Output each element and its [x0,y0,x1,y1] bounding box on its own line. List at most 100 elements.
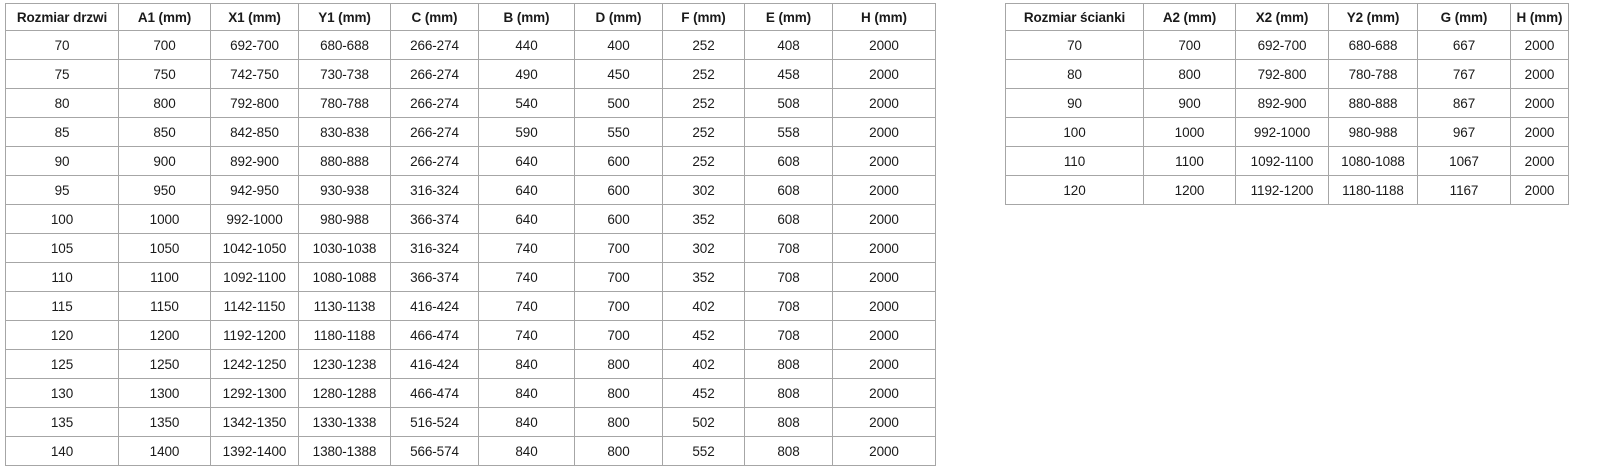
doors-table-cell: 740 [478,291,575,321]
doors-table-cell: 366-374 [390,262,479,292]
doors-table-cell: 302 [662,175,745,205]
doors-table-cell: 450 [574,59,663,89]
doors-table-cell: 1092-1100 [210,262,299,292]
wall-table-cell: 2000 [1510,59,1569,89]
doors-column-header: B (mm) [478,3,575,31]
wall-table-cell: 120 [1005,175,1144,205]
doors-table-cell: 840 [478,349,575,379]
doors-table-cell: 800 [574,407,663,437]
doors-table-cell: 1030-1038 [298,233,391,263]
doors-table-cell: 1400 [118,436,211,466]
wall-column-header: G (mm) [1417,3,1511,31]
doors-table-cell: 452 [662,320,745,350]
doors-table-cell: 2000 [832,262,936,292]
doors-table-cell: 110 [5,262,119,292]
doors-table-cell: 742-750 [210,59,299,89]
doors-table-cell: 1080-1088 [298,262,391,292]
doors-table-cell: 252 [662,59,745,89]
wall-table-cell: 1100 [1143,146,1236,176]
doors-table-cell: 1242-1250 [210,349,299,379]
doors-table-cell: 75 [5,59,119,89]
doors-table-cell: 105 [5,233,119,263]
doors-table-cell: 550 [574,117,663,147]
doors-table-cell: 600 [574,146,663,176]
doors-table-cell: 416-424 [390,349,479,379]
doors-table-row: 110 1100 1092-1100 1080-1088 366-374 740 700 35… [5,262,936,292]
doors-table-cell: 2000 [832,378,936,408]
doors-table-header-row: Rozmiar drzwi A1 (mm) X1 (mm) Y1 (mm) C (mm)… [5,3,936,31]
doors-table-cell: 730-738 [298,59,391,89]
doors-column-header: F (mm) [662,3,745,31]
doors-table-cell: 440 [478,30,575,60]
doors-table-cell: 708 [744,320,833,350]
doors-table-row: 120 1200 1192-1200 1180-1188 466-474 740 700 45… [5,320,936,350]
doors-table-cell: 85 [5,117,119,147]
doors-table-cell: 2000 [832,175,936,205]
doors-table-cell: 640 [478,204,575,234]
wall-table-cell: 980-988 [1328,117,1418,147]
doors-table-cell: 252 [662,30,745,60]
doors-table-cell: 808 [744,436,833,466]
wall-table-row: 120 1200 1192-1200 1180-1188 1167 2000 [1005,175,1569,205]
doors-table-cell: 2000 [832,30,936,60]
wall-table-cell: 2000 [1510,88,1569,118]
doors-table-cell: 502 [662,407,745,437]
wall-table-cell: 692-700 [1235,30,1329,60]
doors-table-cell: 316-324 [390,233,479,263]
wall-table-cell: 1167 [1417,175,1511,205]
doors-table-cell: 692-700 [210,30,299,60]
doors-table-cell: 408 [744,30,833,60]
wall-dimensions-table-container: Rozmiar ścianki A2 (mm) X2 (mm) Y2 (mm) G (m… [1005,3,1569,205]
doors-table-cell: 700 [118,30,211,60]
doors-table-cell: 2000 [832,407,936,437]
doors-table-cell: 700 [574,233,663,263]
wall-table-cell: 100 [1005,117,1144,147]
doors-table-cell: 100 [5,204,119,234]
doors-table-cell: 508 [744,88,833,118]
doors-table-cell: 800 [574,349,663,379]
doors-table-cell: 1300 [118,378,211,408]
doors-table-cell: 808 [744,378,833,408]
doors-table-cell: 842-850 [210,117,299,147]
doors-table-row: 85 850 842-850 830-838 266-274 590 550 252 558 20… [5,117,936,147]
wall-dimensions-table: Rozmiar ścianki A2 (mm) X2 (mm) Y2 (mm) G (m… [1005,3,1569,205]
doors-table-cell: 740 [478,320,575,350]
doors-table-cell: 1200 [118,320,211,350]
doors-table-header: Rozmiar drzwi A1 (mm) X1 (mm) Y1 (mm) C (mm)… [5,3,936,31]
doors-table-cell: 2000 [832,291,936,321]
doors-table-cell: 552 [662,436,745,466]
doors-table-cell: 1042-1050 [210,233,299,263]
doors-table-cell: 2000 [832,320,936,350]
doors-table-cell: 900 [118,146,211,176]
doors-table-cell: 800 [574,436,663,466]
wall-table-cell: 967 [1417,117,1511,147]
doors-table-cell: 1250 [118,349,211,379]
doors-table-cell: 90 [5,146,119,176]
doors-table-cell: 600 [574,175,663,205]
doors-table-cell: 266-274 [390,88,479,118]
wall-table-cell: 1080-1088 [1328,146,1418,176]
wall-table-cell: 1000 [1143,117,1236,147]
doors-table-cell: 466-474 [390,320,479,350]
doors-table-cell: 266-274 [390,30,479,60]
doors-table-cell: 2000 [832,204,936,234]
doors-table-cell: 1000 [118,204,211,234]
doors-table-cell: 1142-1150 [210,291,299,321]
wall-table-cell: 1192-1200 [1235,175,1329,205]
wall-table-cell: 892-900 [1235,88,1329,118]
doors-table-cell: 740 [478,262,575,292]
doors-table-cell: 400 [574,30,663,60]
doors-table-cell: 850 [118,117,211,147]
wall-table-cell: 1180-1188 [1328,175,1418,205]
doors-table-cell: 1292-1300 [210,378,299,408]
doors-table-row: 125 1250 1242-1250 1230-1238 416-424 840 800 40… [5,349,936,379]
doors-column-header: X1 (mm) [210,3,299,31]
doors-table-cell: 700 [574,262,663,292]
doors-table-cell: 458 [744,59,833,89]
doors-table-cell: 252 [662,146,745,176]
doors-column-header: D (mm) [574,3,663,31]
doors-table-row: 100 1000 992-1000 980-988 366-374 640 600 352 60… [5,204,936,234]
doors-table-cell: 416-424 [390,291,479,321]
doors-table-cell: 140 [5,436,119,466]
doors-table-cell: 566-574 [390,436,479,466]
